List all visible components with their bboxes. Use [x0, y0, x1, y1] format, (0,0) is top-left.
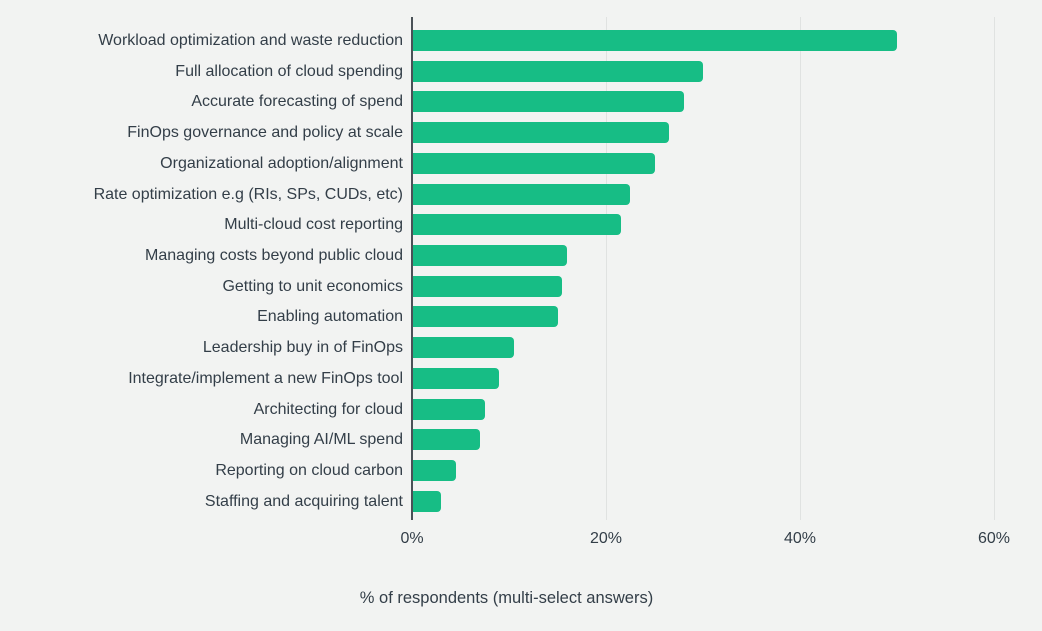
bar-row: Organizational adoption/alignment: [0, 152, 655, 174]
bar: [412, 337, 514, 359]
bar-row: Multi-cloud cost reporting: [0, 214, 621, 236]
bar: [412, 214, 621, 236]
bar: [412, 490, 442, 512]
plot-area: Workload optimization and waste reductio…: [0, 17, 1042, 520]
category-label: Rate optimization e.g (RIs, SPs, CUDs, e…: [93, 185, 403, 203]
bar: [412, 367, 500, 389]
bar-row: Integrate/implement a new FinOps tool: [0, 367, 500, 389]
x-axis-title: % of respondents (multi-select answers): [359, 589, 654, 607]
x-tick-label-60: 60%: [977, 530, 1011, 547]
bar: [412, 429, 480, 451]
bar-row: Architecting for cloud: [0, 398, 485, 420]
bar: [412, 460, 456, 482]
category-label: Leadership buy in of FinOps: [202, 339, 403, 357]
category-label: Full allocation of cloud spending: [175, 62, 403, 80]
bar-row: FinOps governance and policy at scale: [0, 122, 670, 144]
bar-row: Staffing and acquiring talent: [0, 490, 442, 512]
bar: [412, 60, 703, 82]
bar-row: Accurate forecasting of spend: [0, 91, 684, 113]
category-label: Organizational adoption/alignment: [160, 154, 403, 172]
bar-row: Full allocation of cloud spending: [0, 60, 703, 82]
bar-row: Reporting on cloud carbon: [0, 460, 456, 482]
category-label: Enabling automation: [257, 308, 403, 326]
bar-row: Rate optimization e.g (RIs, SPs, CUDs, e…: [0, 183, 631, 205]
x-tick-label-20: 20%: [589, 530, 623, 547]
category-label: Multi-cloud cost reporting: [224, 216, 403, 234]
gridline-20: [605, 17, 607, 520]
category-label: Managing AI/ML spend: [239, 431, 403, 449]
category-label: Workload optimization and waste reductio…: [98, 32, 403, 49]
bar-row: Managing costs beyond public cloud: [0, 245, 568, 267]
bar-row: Workload optimization and waste reductio…: [0, 30, 897, 51]
bar-row: Enabling automation: [0, 306, 558, 328]
bar: [412, 245, 568, 267]
category-label: FinOps governance and policy at scale: [127, 124, 403, 142]
bar: [412, 306, 558, 328]
category-label: Managing costs beyond public cloud: [145, 247, 403, 265]
gridline-60: [993, 17, 995, 520]
bar: [412, 398, 485, 420]
bar: [412, 122, 670, 144]
y-axis-line: [411, 17, 413, 520]
bar-row: Getting to unit economics: [0, 275, 563, 297]
category-label: Getting to unit economics: [222, 277, 403, 295]
bar: [412, 152, 655, 174]
bar-row: Leadership buy in of FinOps: [0, 337, 514, 359]
x-tick-label-40: 40%: [783, 530, 817, 547]
bar: [412, 91, 684, 113]
bar-row: Managing AI/ML spend: [0, 429, 480, 451]
category-label: Staffing and acquiring talent: [204, 492, 403, 510]
category-label: Architecting for cloud: [253, 400, 403, 418]
x-tick-label-0: 0%: [400, 530, 424, 547]
bar: [412, 183, 631, 205]
bar: [412, 30, 897, 51]
category-label: Accurate forecasting of spend: [191, 93, 403, 111]
gridline-40: [799, 17, 801, 520]
bar: [412, 275, 563, 297]
category-label: Integrate/implement a new FinOps tool: [128, 369, 403, 387]
category-label: Reporting on cloud carbon: [215, 462, 403, 480]
